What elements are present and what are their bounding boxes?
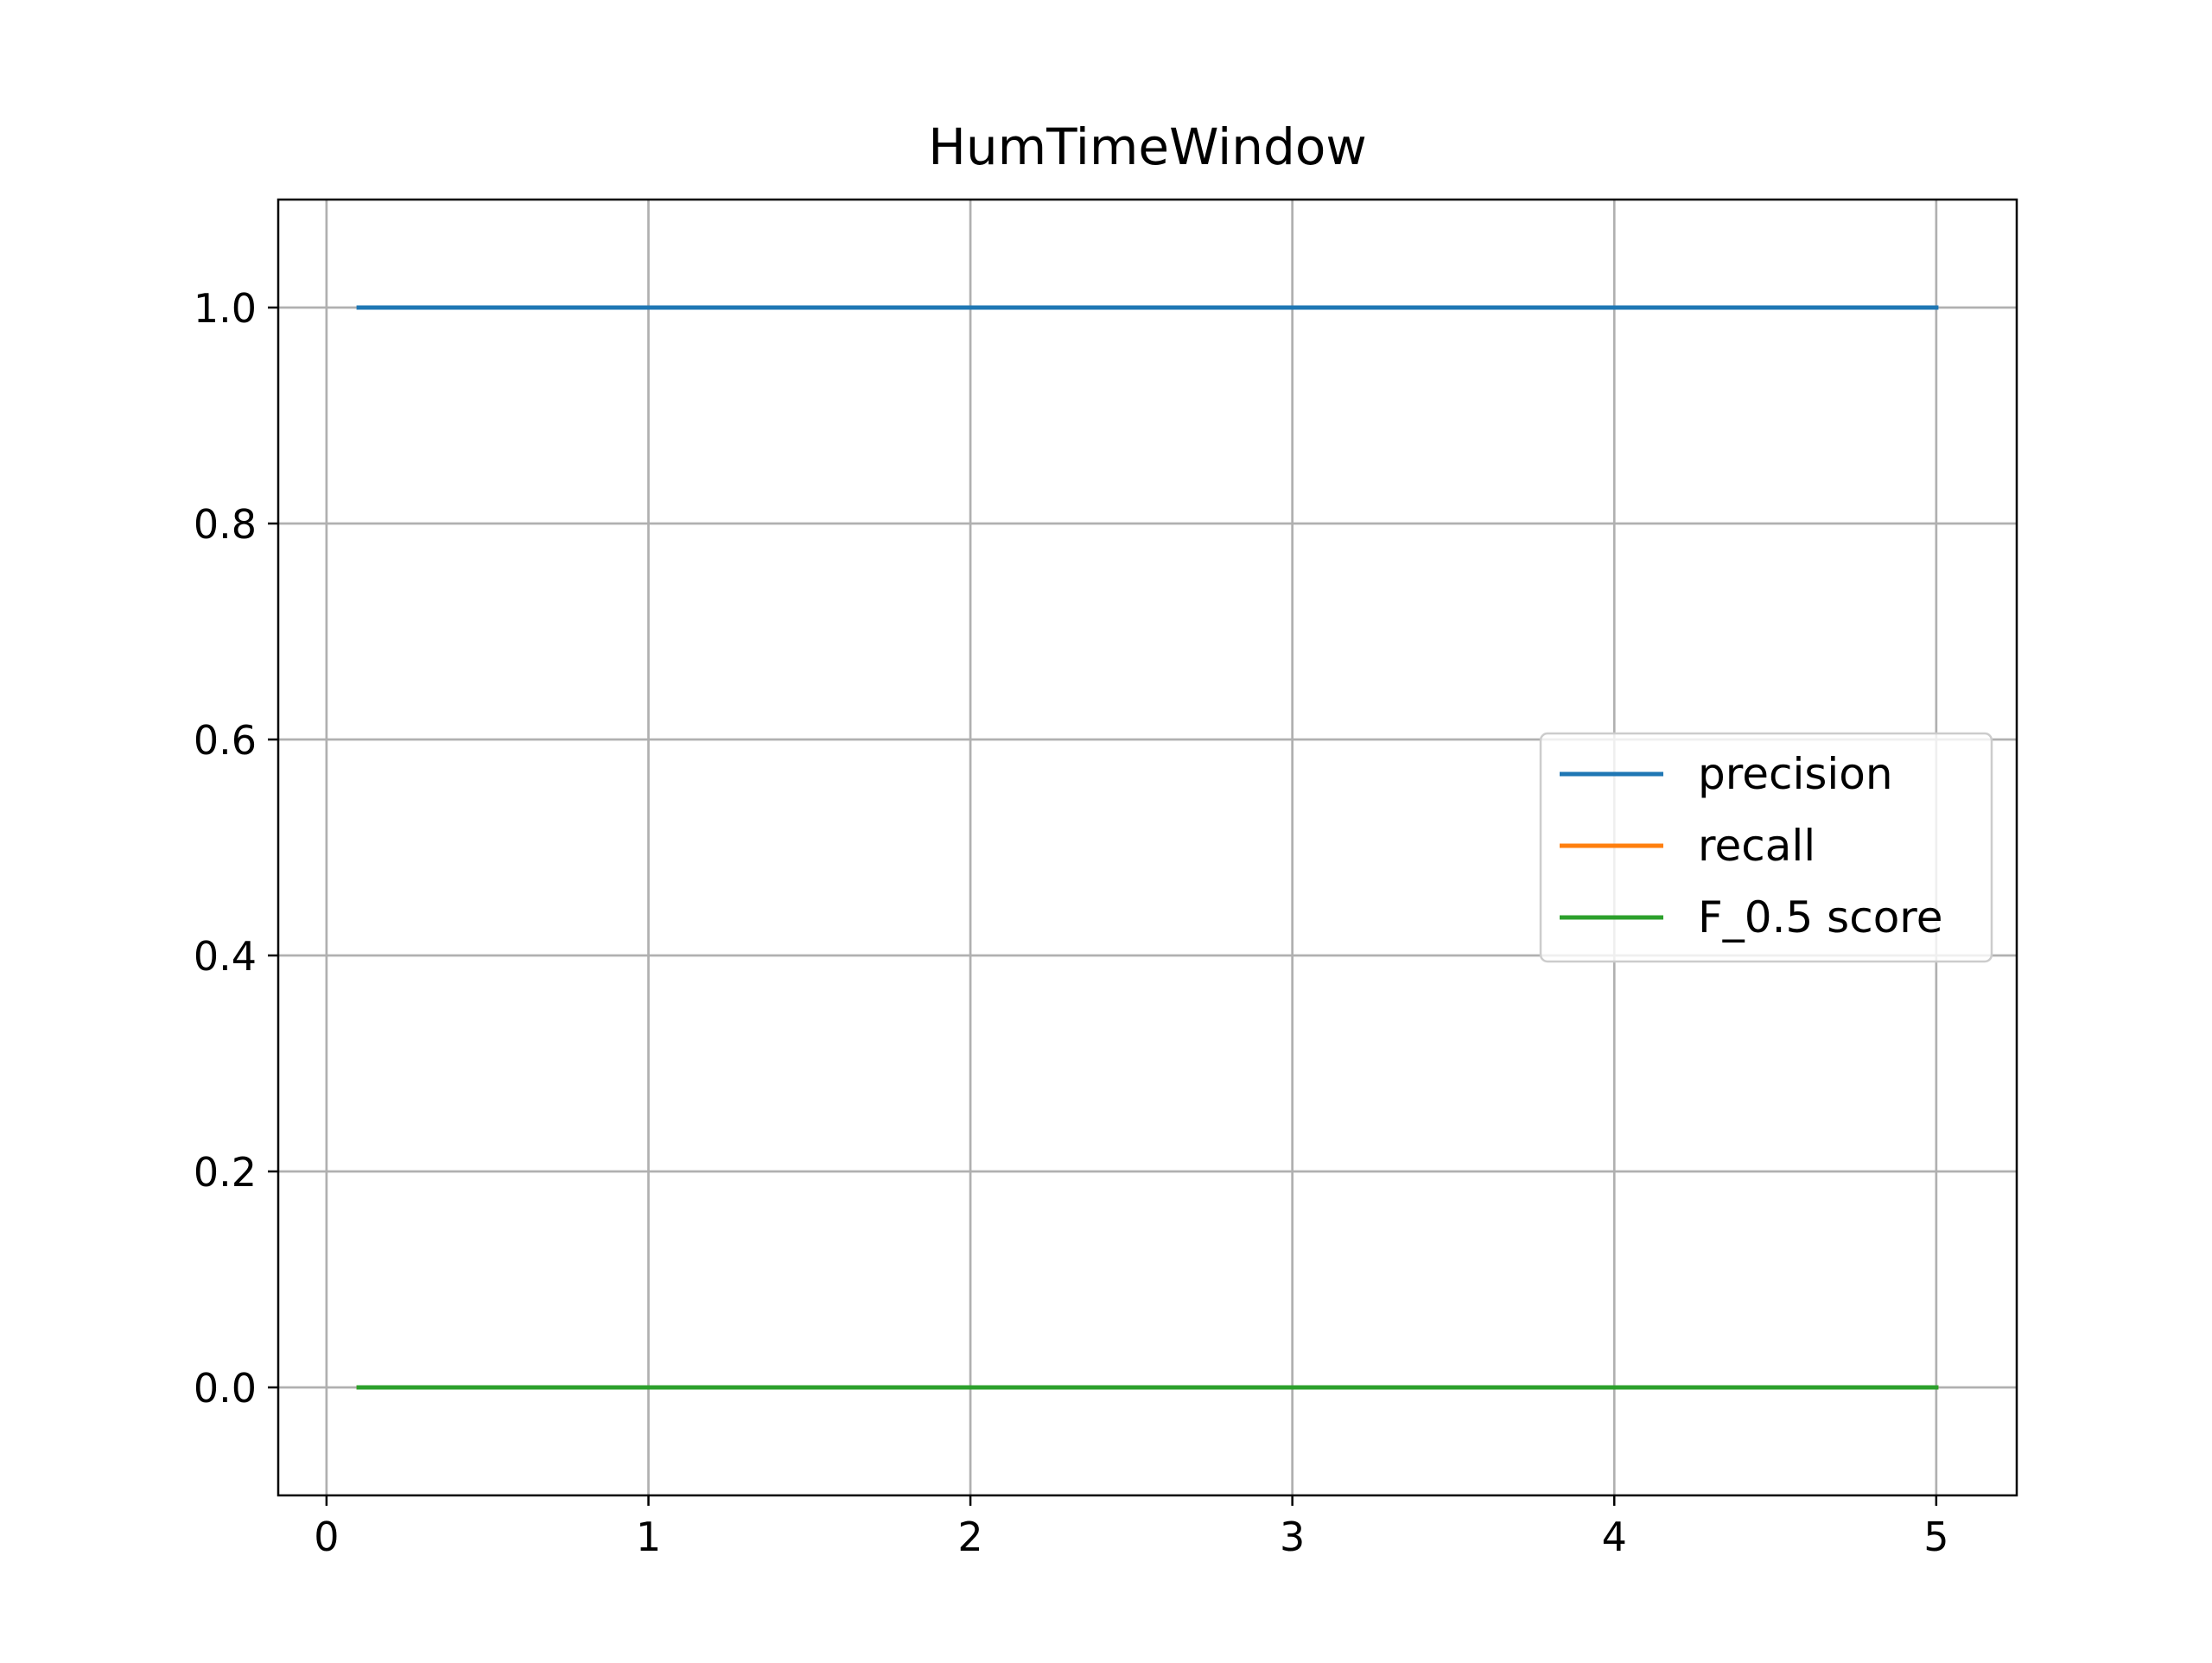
axis-ticks: 0 1 2 3 4 5 0.0 0.2 0.4 0.6 0.8 1.0 [194,285,1949,1560]
y-tick-label: 0.0 [194,1365,257,1412]
y-tick-label: 0.6 [194,717,257,764]
legend-label-precision: precision [1698,749,1893,799]
x-tick-label: 3 [1280,1514,1305,1560]
legend-label-recall: recall [1698,821,1815,871]
y-tick-label: 0.4 [194,933,257,980]
plot-frame [276,198,2018,1497]
y-tick-label: 0.8 [194,501,257,548]
legend: precision recall F_0.5 score [1539,732,1993,963]
y-tick-label: 0.2 [194,1149,257,1196]
legend-label-f-0-5-score: F_0.5 score [1698,892,1943,943]
y-tick-label: 1.0 [194,285,257,332]
chart-title: HumTimeWindow [928,117,1367,176]
x-tick-label: 0 [314,1514,339,1560]
x-tick-label: 4 [1602,1514,1627,1560]
legend-box [1539,732,1993,963]
x-tick-label: 1 [636,1514,661,1560]
x-tick-label: 5 [1923,1514,1948,1560]
x-tick-label: 2 [957,1514,982,1560]
series-lines [356,305,1939,1390]
